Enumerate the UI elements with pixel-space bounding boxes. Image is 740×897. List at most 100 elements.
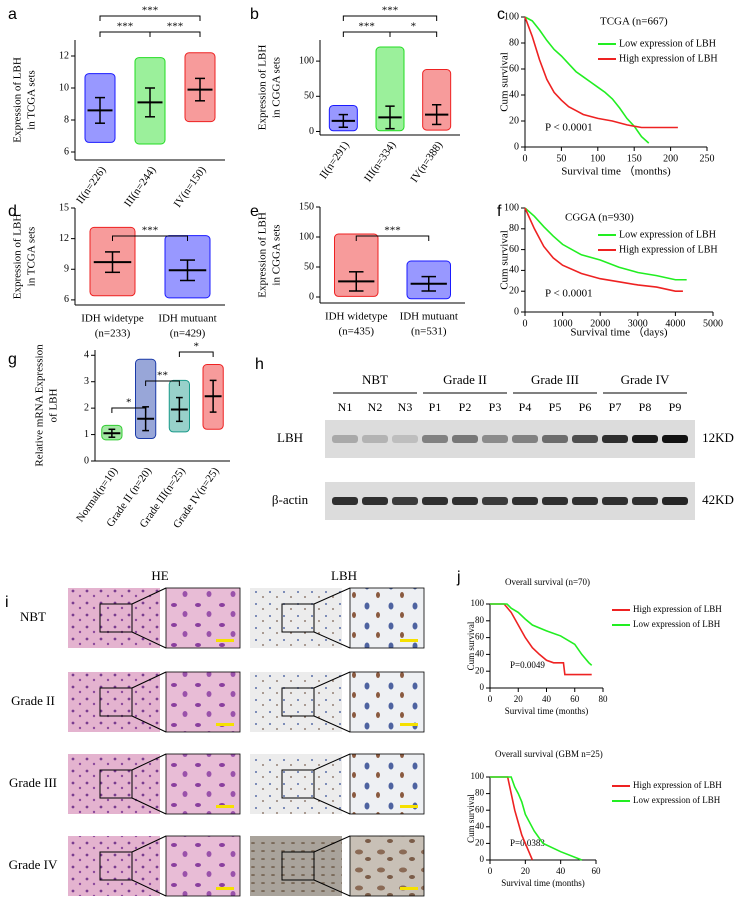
micrograph-zoom <box>349 587 425 649</box>
scale-bar <box>216 805 234 808</box>
p-value: P=0.0383 <box>510 838 545 848</box>
inset-box <box>99 769 133 799</box>
y-tick-label: 100 <box>504 202 519 213</box>
legend-label: Low expression of LBH <box>633 619 721 629</box>
significance-label: *** <box>384 225 401 237</box>
x-tick-label: IDH widetype <box>81 313 144 325</box>
lane-label: P8 <box>639 400 652 414</box>
y-tick-label: 60 <box>509 63 519 74</box>
blot-band <box>542 435 568 443</box>
scale-bar <box>400 887 418 890</box>
significance-bracket <box>355 235 430 241</box>
row-label: Grade III <box>9 775 57 790</box>
zoom-line <box>313 631 351 649</box>
blot-band <box>482 435 508 443</box>
micrograph-zoom <box>165 587 241 649</box>
y-tick-label: 2 <box>84 402 89 413</box>
x-tick-label: 100 <box>590 153 605 164</box>
p-value: P < 0.0001 <box>545 288 593 300</box>
y-tick-label: 100 <box>299 55 314 66</box>
x-tick-label: 50 <box>556 153 566 164</box>
blot-band <box>392 435 418 443</box>
x-tick-label: (n=233) <box>95 328 131 340</box>
row-label: NBT <box>20 609 46 624</box>
y-axis-label: Cum survival <box>499 52 511 112</box>
x-tick-label: 0 <box>488 694 493 704</box>
x-tick-label: IV(n=388) <box>408 139 445 185</box>
x-tick-label: (n=435) <box>338 326 374 338</box>
panel-label: i <box>5 594 9 611</box>
scale-bar <box>216 887 234 890</box>
y-tick-label: 8 <box>64 114 69 125</box>
panel-label: g <box>8 351 17 368</box>
y-axis-label: Expression of LBH <box>12 214 24 300</box>
zoom-line <box>313 587 351 605</box>
legend-label: Low expression of LBH <box>619 38 716 49</box>
x-axis-label: Survival time (months) <box>505 706 589 716</box>
blot-band <box>452 435 478 443</box>
x-tick-label: 60 <box>592 866 602 876</box>
column-header: HE <box>151 568 168 583</box>
survival-curve <box>524 16 650 144</box>
significance-bracket <box>178 351 214 357</box>
value-range <box>375 46 405 132</box>
y-axis-label: in TCGA sets <box>26 227 38 287</box>
x-tick-label: 0 <box>488 866 493 876</box>
significance-bracket <box>389 31 438 37</box>
blot-band <box>422 497 448 505</box>
blot-band <box>332 497 358 505</box>
y-tick-label: 80 <box>475 615 485 625</box>
zoom-line <box>313 797 351 815</box>
y-tick-label: 0 <box>480 682 485 692</box>
survival-curve <box>490 776 534 861</box>
y-tick-label: 0 <box>309 291 314 302</box>
y-tick-label: 80 <box>509 223 519 234</box>
significance-label: *** <box>358 21 375 33</box>
legend-label: Low expression of LBH <box>619 229 716 240</box>
panel-label: a <box>8 6 17 23</box>
blot-band <box>632 497 658 505</box>
y-tick-label: 15 <box>59 202 69 213</box>
x-tick-label: IDH mutuant <box>400 311 458 323</box>
x-axis-label: Survival time (months) <box>501 878 585 888</box>
y-axis-label: Cum survival <box>499 230 511 290</box>
panel-label: f <box>497 203 502 220</box>
panel-label: b <box>250 6 259 23</box>
x-tick-label: IV(n=150) <box>172 164 209 210</box>
zoom-line <box>131 671 167 689</box>
y-axis-label: Expression of LBH <box>257 212 269 298</box>
micrograph <box>250 588 342 648</box>
blot-band <box>572 497 598 505</box>
x-axis-label: Survival time （months) <box>561 165 671 178</box>
y-tick-label: 6 <box>64 294 69 305</box>
significance-label: *** <box>117 21 134 33</box>
significance-label: *** <box>167 21 184 33</box>
y-tick-label: 100 <box>471 771 485 781</box>
x-tick-label: 40 <box>542 694 552 704</box>
blot-band <box>482 497 508 505</box>
y-tick-label: 6 <box>64 146 69 157</box>
blot-band <box>362 435 388 443</box>
blot-band <box>662 497 688 505</box>
y-tick-label: 3 <box>84 376 89 387</box>
zoom-line <box>131 587 167 605</box>
lane-label: P4 <box>519 400 532 414</box>
y-tick-label: 4 <box>84 350 89 361</box>
scale-bar <box>400 639 418 642</box>
blot-band <box>332 435 358 443</box>
y-tick-label: 0 <box>480 854 485 864</box>
row-label: β-actin <box>272 492 309 507</box>
size-label: 42KD <box>702 492 734 507</box>
y-tick-label: 0 <box>309 126 314 137</box>
x-tick-label: IDH widetype <box>325 311 388 323</box>
y-tick-label: 40 <box>509 265 519 276</box>
significance-bracket <box>342 15 438 21</box>
scale-bar <box>400 805 418 808</box>
blot-band <box>632 435 658 443</box>
p-value: P < 0.0001 <box>545 122 593 134</box>
y-tick-label: 100 <box>471 598 485 608</box>
lane-label: P2 <box>459 400 472 414</box>
blot-band <box>422 435 448 443</box>
x-tick-label: 20 <box>514 694 524 704</box>
row-label: Grade IV <box>9 857 58 872</box>
